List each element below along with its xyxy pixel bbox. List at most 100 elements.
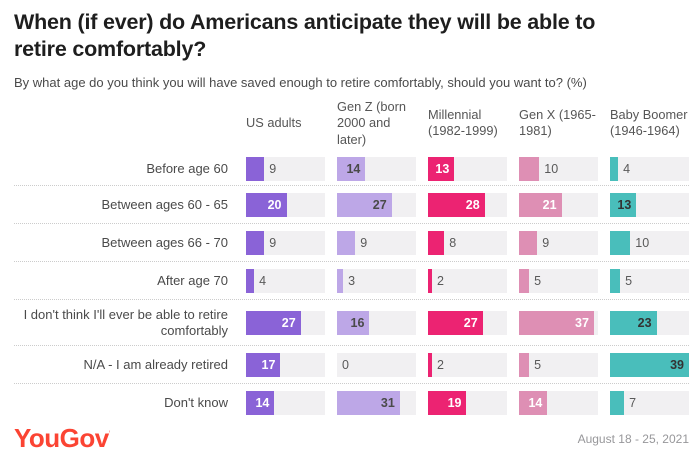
table-row: Before age 60 9 14 13 10 4 <box>14 152 689 185</box>
bar-cell: 5 <box>519 352 598 377</box>
bar-track: 3 <box>337 268 416 293</box>
bar-fill <box>610 268 621 293</box>
table-row: I don't think I'll ever be able to retir… <box>14 299 689 345</box>
date-label: August 18 - 25, 2021 <box>577 432 689 446</box>
bar-cell: 10 <box>519 156 598 181</box>
bar-cell: 14 <box>337 156 416 181</box>
bar-fill: 13 <box>428 156 455 181</box>
bar-value: 16 <box>350 315 365 330</box>
bar-track: 5 <box>610 268 689 293</box>
bar-fill <box>246 268 255 293</box>
bar-value: 0 <box>342 357 349 372</box>
bar-cell: 17 <box>246 352 325 377</box>
bar-value: 28 <box>465 197 480 212</box>
bar-fill: 27 <box>428 310 483 335</box>
bar-cell: 0 <box>337 352 416 377</box>
row-label: Before age 60 <box>146 160 228 176</box>
bar-cell: 28 <box>428 192 507 217</box>
bar-track: 14 <box>337 156 416 181</box>
bar-value: 9 <box>360 235 368 250</box>
bar-fill: 37 <box>519 310 594 335</box>
table-row: Between ages 60 - 65 20 27 28 21 13 <box>14 185 689 223</box>
bar-fill: 21 <box>519 192 562 217</box>
bar-cell: 9 <box>519 230 598 255</box>
bar-fill: 31 <box>337 390 400 415</box>
yougov-logo: YouGov' <box>14 425 111 451</box>
bar-value: 21 <box>542 197 557 212</box>
table-row: Between ages 66 - 70 9 9 8 9 10 <box>14 223 689 261</box>
bar-track: 10 <box>610 230 689 255</box>
bar-cell: 14 <box>246 390 325 415</box>
bar-value: 5 <box>625 273 633 288</box>
bar-fill: 28 <box>428 192 485 217</box>
bar-value: 9 <box>269 235 277 250</box>
bar-value: 14 <box>346 161 361 176</box>
bar-cell: 21 <box>519 192 598 217</box>
bar-cell: 2 <box>428 268 507 293</box>
row-label: Between ages 60 - 65 <box>101 196 228 212</box>
bar-fill: 27 <box>337 192 392 217</box>
trademark-mark: ' <box>108 429 111 440</box>
bar-fill <box>610 390 625 415</box>
bar-cell: 37 <box>519 310 598 335</box>
bar-cell: 2 <box>428 352 507 377</box>
bar-value: 27 <box>281 315 296 330</box>
bar-cell: 3 <box>337 268 416 293</box>
bar-fill <box>246 230 265 255</box>
bar-track: 27 <box>337 192 416 217</box>
bar-fill <box>519 230 538 255</box>
bar-value: 14 <box>255 395 270 410</box>
column-header: US adults <box>246 115 302 131</box>
bar-cell: 9 <box>246 156 325 181</box>
bar-fill: 17 <box>246 352 281 377</box>
column-header: Baby Boomer (1946-1964) <box>610 106 688 139</box>
bar-value: 19 <box>447 395 462 410</box>
bar-track: 39 <box>610 352 689 377</box>
bar-track: 17 <box>246 352 325 377</box>
bar-cell: 23 <box>610 310 689 335</box>
bar-cell: 14 <box>519 390 598 415</box>
bar-value: 4 <box>259 273 267 288</box>
bar-fill: 14 <box>519 390 548 415</box>
bar-fill: 14 <box>246 390 275 415</box>
bar-cell: 5 <box>519 268 598 293</box>
bar-track: 20 <box>246 192 325 217</box>
bar-fill <box>610 156 619 181</box>
bar-value: 10 <box>544 161 559 176</box>
bar-cell: 5 <box>610 268 689 293</box>
bar-value: 13 <box>435 161 450 176</box>
table-rows: Before age 60 9 14 13 10 4 Between ages 60 - 6… <box>14 152 689 421</box>
bar-track: 9 <box>337 230 416 255</box>
bar-value: 23 <box>637 315 652 330</box>
bar-value: 20 <box>267 197 282 212</box>
column-headers: US adults Gen Z (born 2000 and later) Mill… <box>14 96 689 150</box>
bar-track: 9 <box>246 156 325 181</box>
bar-track: 16 <box>337 310 416 335</box>
bar-value: 9 <box>269 161 277 176</box>
row-label: N/A - I am already retired <box>83 356 229 372</box>
bar-track: 0 <box>337 352 416 377</box>
bar-value: 3 <box>348 273 356 288</box>
table-row: Don't know 14 31 19 14 7 <box>14 383 689 421</box>
bar-value: 39 <box>670 357 684 372</box>
bar-cell: 13 <box>610 192 689 217</box>
bar-cell: 19 <box>428 390 507 415</box>
bar-fill <box>337 268 344 293</box>
bar-track: 4 <box>610 156 689 181</box>
bar-fill <box>428 230 445 255</box>
bar-value: 31 <box>380 395 395 410</box>
bar-fill <box>337 230 356 255</box>
bar-track: 7 <box>610 390 689 415</box>
bar-track: 27 <box>428 310 507 335</box>
chart-title: When (if ever) do Americans anticipate t… <box>14 10 596 61</box>
bar-value: 10 <box>635 235 650 250</box>
bar-cell: 9 <box>337 230 416 255</box>
bar-track: 37 <box>519 310 598 335</box>
bar-cell: 8 <box>428 230 507 255</box>
column-header: Gen Z (born 2000 and later) <box>337 98 406 147</box>
table-row: After age 70 4 3 2 5 5 <box>14 261 689 299</box>
bar-fill <box>519 352 530 377</box>
bar-value: 17 <box>261 357 276 372</box>
bar-cell: 27 <box>246 310 325 335</box>
